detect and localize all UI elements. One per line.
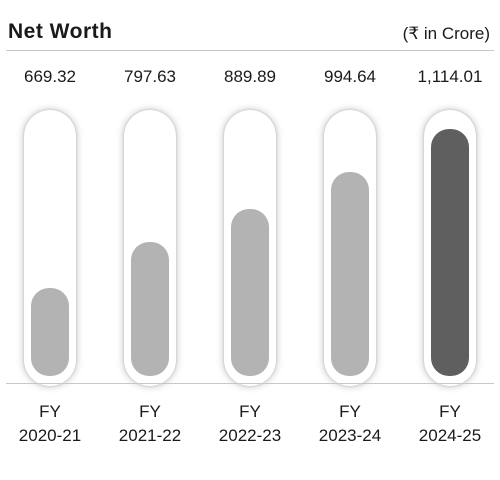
bar-track	[324, 110, 376, 386]
bar-track	[224, 110, 276, 386]
value-label: 994.64	[324, 67, 376, 86]
bar-track	[24, 110, 76, 386]
bar-track	[124, 110, 176, 386]
bar	[331, 172, 369, 376]
chart-title: Net Worth	[8, 20, 113, 43]
category-label: FY 2021-22	[118, 402, 182, 445]
bar	[431, 129, 469, 376]
header-divider	[6, 50, 494, 51]
unit-label: (₹ in Crore)	[402, 24, 490, 43]
value-label: 797.63	[124, 67, 176, 86]
value-label: 889.89	[224, 67, 276, 86]
category-label: FY 2024-25	[418, 402, 482, 445]
bar	[231, 209, 269, 376]
category-label: FY 2023-24	[318, 402, 382, 445]
category-label: FY 2020-21	[18, 402, 82, 445]
value-label: 1,114.01	[417, 67, 483, 86]
bar-track	[424, 110, 476, 386]
bar	[31, 288, 69, 376]
bar	[131, 242, 169, 376]
category-label: FY 2022-23	[218, 402, 282, 445]
value-label: 669.32	[24, 67, 76, 86]
baseline	[6, 383, 494, 384]
